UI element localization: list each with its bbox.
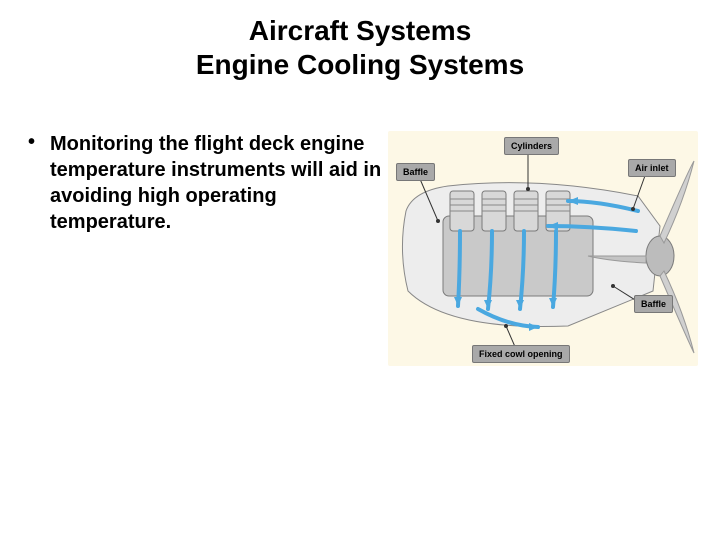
- label-baffle-left: Baffle: [396, 163, 435, 181]
- label-baffle-right: Baffle: [634, 295, 673, 313]
- bullet-text: Monitoring the flight deck engine temper…: [50, 131, 388, 235]
- label-air-inlet: Air inlet: [628, 159, 676, 177]
- bullet-marker: •: [28, 131, 50, 235]
- label-cylinders: Cylinders: [504, 137, 559, 155]
- bullet-list: • Monitoring the flight deck engine temp…: [28, 131, 388, 366]
- title-line-2: Engine Cooling Systems: [0, 48, 720, 82]
- engine-cooling-diagram: Cylinders Baffle Air inlet Baffle Fixed …: [388, 131, 698, 366]
- label-fixed-cowl: Fixed cowl opening: [472, 345, 570, 363]
- title-line-1: Aircraft Systems: [0, 14, 720, 48]
